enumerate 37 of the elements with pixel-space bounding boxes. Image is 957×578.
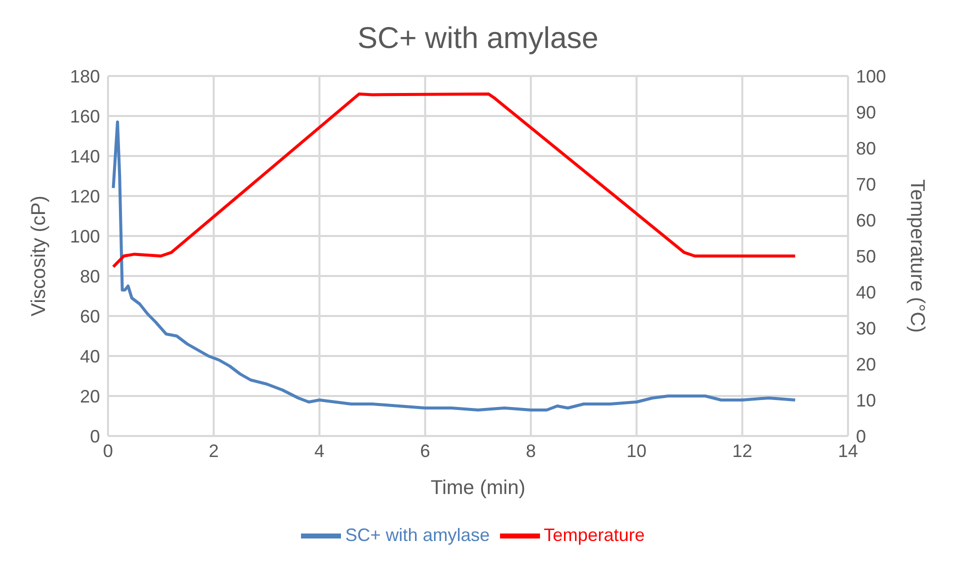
x-tick-label: 2 — [208, 440, 219, 461]
y2-tick-label: 50 — [856, 246, 876, 266]
y2-tick-label: 0 — [856, 426, 866, 446]
y-tick-label: 0 — [90, 426, 100, 446]
x-axis-title: Time (min) — [430, 477, 526, 499]
y2-tick-label: 70 — [856, 174, 876, 194]
y2-axis-title: Temperature (°C) — [906, 179, 928, 333]
x-tick-label: 6 — [420, 440, 430, 461]
y2-tick-label: 90 — [856, 102, 876, 122]
line-series — [112, 92, 797, 268]
y-tick-label: 140 — [70, 146, 100, 166]
legend-label: SC+ with amylase — [345, 524, 490, 545]
x-tick-label: 10 — [626, 440, 647, 461]
x-tick-label: 8 — [526, 440, 536, 461]
y-tick-label: 60 — [80, 306, 100, 326]
legend-label: Temperature — [544, 524, 645, 545]
y-tick-label: 120 — [70, 186, 100, 206]
y2-tick-label: 80 — [856, 138, 876, 158]
y-tick-label: 100 — [70, 226, 100, 246]
chart-title: SC+ with amylase — [356, 22, 600, 57]
y2-tick-label: 100 — [856, 66, 886, 86]
y2-tick-label: 10 — [856, 390, 876, 410]
y-tick-label: 20 — [80, 386, 100, 406]
y2-tick-label: 20 — [856, 354, 876, 374]
y2-tick-label: 60 — [856, 210, 876, 230]
y2-tick-label: 40 — [856, 282, 876, 302]
y-tick-label: 40 — [80, 346, 100, 366]
x-tick-label: 12 — [732, 440, 752, 461]
x-tick-label: 0 — [102, 440, 114, 461]
y-tick-label: 160 — [70, 106, 100, 126]
y-tick-label: 180 — [70, 66, 100, 86]
line-series — [112, 120, 797, 412]
x-tick-label: 4 — [314, 440, 324, 461]
y2-tick-label: 30 — [856, 318, 876, 338]
y-axis-title: Viscosity (cP) — [28, 196, 50, 316]
y-tick-label: 80 — [80, 266, 100, 286]
x-tick-label: 14 — [838, 440, 858, 461]
